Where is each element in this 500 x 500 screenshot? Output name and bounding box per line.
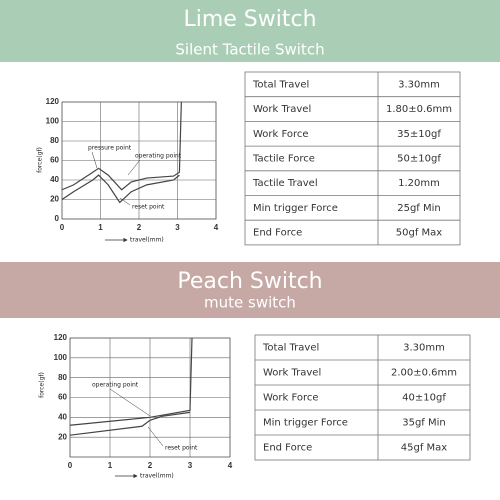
- force-curve: [69, 411, 191, 436]
- x-axis-label: travel(mm): [130, 237, 164, 244]
- x-tick-label: 4: [214, 223, 219, 232]
- spec-name: Total Travel: [262, 343, 319, 354]
- annotation: reset point: [132, 204, 165, 211]
- y-tick-label: 80: [58, 373, 67, 382]
- y-tick-label: 20: [58, 432, 67, 441]
- spec-value: 1.20mm: [398, 178, 440, 189]
- y-tick-label: 80: [50, 136, 59, 145]
- spec-name: Total Travel: [252, 79, 309, 90]
- x-tick-label: 2: [137, 223, 142, 232]
- x-tick-label: 1: [108, 461, 113, 470]
- y-tick-label: 60: [50, 156, 59, 165]
- x-tick-label: 0: [60, 223, 65, 232]
- spec-value: 1.80±0.6mm: [386, 104, 452, 115]
- force-curve: [69, 337, 193, 426]
- spec-value: 40±10gf: [402, 393, 446, 404]
- x-tick-label: 1: [98, 223, 103, 232]
- spec-name: Work Travel: [253, 104, 311, 115]
- x-tick-label: 3: [188, 461, 193, 470]
- leader-line: [127, 159, 141, 176]
- y-tick-label: 100: [54, 353, 68, 362]
- annotation: operating point: [135, 153, 182, 160]
- section-subtitle: mute switch: [204, 294, 296, 312]
- table-frame: [244, 71, 461, 246]
- spec-name: Work Force: [253, 129, 309, 140]
- leader-line: [119, 197, 131, 206]
- spec-name: End Force: [263, 443, 312, 454]
- header-band: [0, 262, 500, 318]
- y-tick-label: 40: [58, 412, 67, 421]
- x-tick-label: 2: [148, 461, 153, 470]
- spec-name: End Force: [253, 228, 302, 239]
- spec-value: 35gf Min: [402, 418, 446, 429]
- annotation: operating point: [92, 382, 139, 389]
- y-tick-label: 60: [58, 393, 67, 402]
- y-tick-label: 20: [50, 195, 59, 204]
- spec-name: Work Travel: [263, 368, 321, 379]
- spec-value: 45gf Max: [401, 443, 448, 454]
- y-tick-label: 120: [46, 97, 60, 106]
- force-curve: [61, 174, 180, 204]
- y-tick-label: 0: [55, 214, 60, 223]
- section-title: Peach Switch: [177, 269, 322, 294]
- x-tick-label: 0: [68, 461, 73, 470]
- x-axis-label: travel(mm): [140, 473, 174, 480]
- spec-value: 50gf Max: [396, 228, 443, 239]
- y-tick-label: 120: [54, 333, 68, 342]
- annotation: pressure point: [88, 145, 132, 152]
- x-tick-label: 4: [228, 461, 233, 470]
- y-tick-label: 40: [50, 175, 59, 184]
- spec-name: Min trigger Force: [263, 418, 348, 429]
- spec-name: Work Force: [263, 393, 319, 404]
- y-tick-label: 100: [46, 117, 60, 126]
- spec-value: 50±10gf: [397, 153, 441, 164]
- spec-value: 35±10gf: [397, 129, 441, 140]
- y-axis-label: force(gf): [37, 147, 44, 173]
- x-tick-label: 3: [175, 223, 180, 232]
- spec-value: 25gf Min: [397, 203, 441, 214]
- y-axis-label: force(gf): [39, 372, 46, 398]
- force-curve: [61, 101, 182, 191]
- spec-name: Tactile Force: [252, 153, 315, 164]
- spec-name: Min trigger Force: [253, 203, 338, 214]
- table-frame: [254, 334, 471, 461]
- leader-line: [91, 151, 98, 169]
- annotation: reset point: [165, 445, 198, 452]
- leader-line: [147, 426, 164, 447]
- header-band: [0, 0, 500, 62]
- spec-value: 3.30mm: [398, 79, 440, 90]
- section-title: Lime Switch: [183, 7, 316, 32]
- spec-value: 3.30mm: [403, 343, 445, 354]
- spec-name: Tactile Travel: [252, 178, 318, 189]
- section-subtitle: Silent Tactile Switch: [175, 41, 324, 59]
- leader-line: [109, 388, 151, 417]
- spec-value: 2.00±0.6mm: [391, 368, 457, 379]
